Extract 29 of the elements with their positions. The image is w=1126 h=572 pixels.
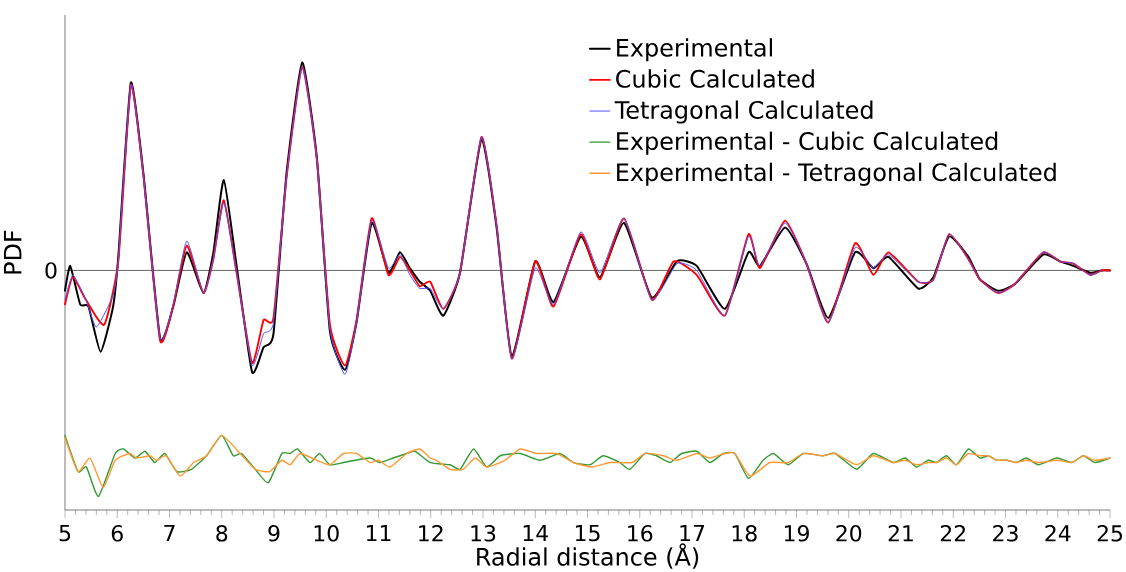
legend-label: Experimental - Cubic Calculated bbox=[617, 131, 998, 155]
x-tick-label: 25 bbox=[1097, 525, 1123, 542]
x-tick-label: 19 bbox=[784, 525, 809, 542]
x-tick-label: 24 bbox=[1045, 525, 1071, 542]
legend-label: Tetragonal Calculated bbox=[614, 100, 873, 124]
legend-label: Cubic Calculated bbox=[616, 69, 814, 88]
x-tick-label: 5 bbox=[59, 525, 71, 542]
x-tick-label: 6 bbox=[111, 525, 123, 542]
x-tick-label: 15 bbox=[575, 525, 600, 542]
legend-label: Experimental bbox=[617, 38, 772, 62]
x-tick-label: 20 bbox=[836, 525, 862, 542]
x-tick-label: 11 bbox=[366, 525, 391, 542]
x-tick-label: 22 bbox=[940, 525, 965, 542]
x-tick-label: 8 bbox=[216, 525, 228, 542]
x-tick-label: 10 bbox=[314, 525, 339, 542]
x-tick-label: 17 bbox=[680, 525, 705, 542]
x-tick-label: 13 bbox=[471, 525, 496, 542]
text: 0 bbox=[45, 262, 57, 279]
x-tick-label: 9 bbox=[268, 525, 280, 542]
legend-label: Experimental - Tetragonal Calculated bbox=[617, 162, 1056, 186]
x-tick-label: 16 bbox=[628, 525, 653, 542]
x-tick-label: 21 bbox=[888, 525, 913, 542]
x-tick-label: 23 bbox=[993, 525, 1018, 542]
y-axis-title: PDF bbox=[3, 230, 22, 274]
x-tick-label: 12 bbox=[419, 525, 443, 542]
x-tick-label: 7 bbox=[164, 525, 175, 542]
x-axis-title: Radial distance (Å) bbox=[477, 543, 699, 569]
x-tick-label: 18 bbox=[732, 525, 757, 542]
x-tick-label: 14 bbox=[523, 525, 548, 542]
